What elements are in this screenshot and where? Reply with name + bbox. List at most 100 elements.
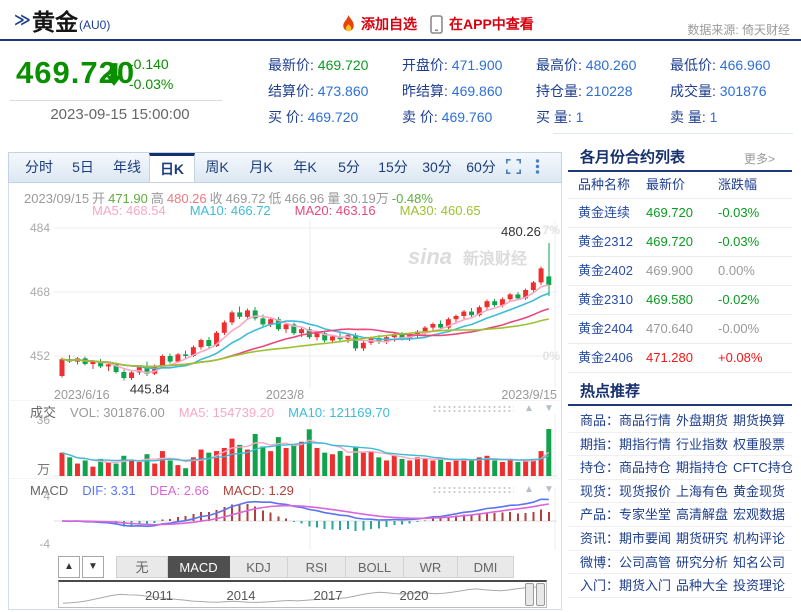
volume-pane-header: 成交 VOL: 301876.00 MA5: 154739.20 MA10: 1211… [30, 402, 404, 421]
chart-tab-10[interactable]: 60分 [466, 159, 496, 175]
hotspot-link-4-2[interactable]: 宏观数据 [733, 507, 786, 523]
hotspot-link-0-0[interactable]: 商品行情 [619, 413, 672, 428]
quote-field-8: 买 价: 469.720 [268, 107, 358, 127]
fullscreen-icon[interactable] [505, 158, 522, 179]
chart-tab-4[interactable]: 周K [205, 159, 229, 175]
contract-row-2[interactable]: 黄金2402 469.900 0.00% [568, 257, 792, 286]
hotspot-link-3-2[interactable]: 黄金现货 [733, 483, 786, 499]
contract-name[interactable]: 黄金2310 [578, 292, 633, 307]
quote-field-label: 卖 价: [402, 109, 442, 125]
timeline-handle-right[interactable] [536, 583, 545, 606]
contract-row-5[interactable]: 黄金2406 471.280 +0.08% [568, 344, 792, 373]
quote-divider [10, 100, 222, 101]
macd-chart[interactable]: 4 -4 [8, 477, 562, 559]
volume-pane-drag-handle[interactable] [432, 405, 514, 413]
hotspot-link-6-2[interactable]: 知名公司 [733, 554, 786, 570]
contracts-header-1: 最新价 [646, 177, 686, 192]
quote-field-label: 昨结算: [402, 83, 452, 99]
macd-pane-drag-handle[interactable] [432, 486, 514, 494]
contract-name[interactable]: 黄金2404 [578, 321, 633, 336]
hotspot-category-label: 微博： [580, 554, 620, 570]
contract-name[interactable]: 黄金2406 [578, 350, 633, 365]
indicator-tab-rsi[interactable]: RSI [288, 556, 346, 578]
hotspot-link-0-1[interactable]: 外盘期货 [676, 413, 729, 428]
indicator-tab-boll[interactable]: BOLL [346, 556, 404, 578]
contract-name[interactable]: 黄金2402 [578, 263, 633, 278]
contracts-header-2: 涨跌幅 [718, 177, 758, 192]
contract-name[interactable]: 黄金连续 [578, 205, 631, 220]
quote-field-value: 471.900 [451, 57, 503, 73]
hotspots-section: 热点推荐 商品：商品行情 外盘期货 期货换算 期指：期指行情 行业指数 权重股票 持仓：商品… [568, 376, 792, 612]
hotspot-link-5-0[interactable]: 期市要闻 [619, 530, 672, 546]
hotspot-link-1-0[interactable]: 期指行情 [619, 436, 672, 452]
indicator-tab-kdj[interactable]: KDJ [230, 556, 288, 578]
indicator-tab-无[interactable]: 无 [116, 556, 168, 578]
page-title: 黄金 [32, 9, 78, 35]
timeline-handle-left[interactable] [525, 583, 534, 606]
text-segment-1: 开 [92, 191, 106, 206]
chart-tab-3[interactable]: 日K [149, 153, 195, 182]
quote-field-label: 卖 量: [670, 109, 710, 125]
hotspot-link-4-1[interactable]: 高清解盘 [676, 507, 729, 523]
quote-field-value: 469.720 [317, 57, 369, 73]
indicator-tab-macd[interactable]: MACD [168, 556, 230, 578]
hotspot-link-7-0[interactable]: 期货入门 [619, 578, 672, 594]
hotspot-link-2-0[interactable]: 商品持仓 [619, 460, 672, 476]
volume-chart[interactable]: 36 万 [8, 399, 562, 483]
chart-tab-9[interactable]: 30分 [422, 159, 452, 175]
volume-pane-up-arrow[interactable]: ▲ [524, 403, 534, 414]
hotspot-link-2-1[interactable]: 期指持仓 [676, 460, 729, 476]
hotspot-link-6-1[interactable]: 研究分析 [676, 554, 729, 570]
svg-text:-4: -4 [39, 537, 50, 551]
text-segment-2: MA20: 463.16 [294, 203, 376, 218]
contract-row-4[interactable]: 黄金2404 470.640 -0.00% [568, 315, 792, 344]
hotspot-link-5-2[interactable]: 机构评论 [733, 530, 786, 546]
hotspot-link-6-0[interactable]: 公司高管 [619, 554, 672, 570]
hotspot-link-4-0[interactable]: 专家坐堂 [619, 507, 672, 523]
timeline-year-2011: 2011 [145, 588, 173, 603]
hotspot-row-0: 商品：商品行情 外盘期货 期货换算 [568, 409, 792, 433]
chart-tab-0[interactable]: 分时 [25, 159, 53, 175]
add-watchlist-button[interactable]: 添加自选 [361, 16, 417, 32]
svg-text:新浪财经: 新浪财经 [463, 249, 527, 268]
chart-tab-2[interactable]: 年线 [113, 159, 141, 175]
quote-field-label: 买 量: [536, 109, 576, 125]
macd-pane-down-arrow[interactable]: ▼ [544, 484, 554, 495]
indicator-tabbar: 无 MACD KDJ RSI BOLL WR DMI [116, 556, 514, 578]
hotspot-link-1-2[interactable]: 权重股票 [733, 436, 786, 452]
contract-row-1[interactable]: 黄金2312 469.720 -0.03% [568, 228, 792, 257]
text-segment-9: 量 [327, 191, 341, 206]
hotspot-link-3-0[interactable]: 现货报价 [619, 483, 672, 499]
indicator-tab-wr[interactable]: WR [404, 556, 458, 578]
hotspot-link-5-1[interactable]: 期货研究 [676, 530, 729, 546]
indicator-up-button[interactable]: ▲ [58, 556, 80, 578]
hotspot-link-0-2[interactable]: 期货换算 [733, 413, 786, 428]
chart-tab-7[interactable]: 5分 [338, 159, 360, 175]
indicator-down-button[interactable]: ▼ [82, 556, 104, 578]
volume-pane-down-arrow[interactable]: ▼ [544, 403, 554, 414]
macd-pane-up-arrow[interactable]: ▲ [524, 484, 534, 495]
contract-name[interactable]: 黄金2312 [578, 234, 633, 249]
chart-tab-5[interactable]: 月K [249, 159, 273, 175]
contract-pct: +0.08% [718, 350, 763, 365]
hotspot-link-3-1[interactable]: 上海有色 [676, 483, 729, 499]
contract-row-0[interactable]: 黄金连续 469.720 -0.03% [568, 199, 792, 228]
contracts-header-row: 品种名称 最新价 涨跌幅 [568, 172, 792, 199]
text-segment-0: MA5: 468.54 [92, 203, 166, 218]
history-timeline-slider[interactable]: 2011 2014 2017 2020 [58, 580, 547, 608]
hotspot-link-1-1[interactable]: 行业指数 [676, 436, 729, 452]
price-change-pct: -0.03% [129, 76, 174, 92]
chart-tab-6[interactable]: 年K [293, 159, 317, 175]
hotspot-link-2-2[interactable]: CFTC持仓 [733, 460, 792, 476]
contract-row-3[interactable]: 黄金2310 469.580 -0.02% [568, 286, 792, 315]
hotspot-link-7-1[interactable]: 品种大全 [676, 578, 729, 594]
chart-tab-1[interactable]: 5日 [72, 159, 94, 175]
more-options-dots-icon[interactable] [535, 159, 540, 179]
chart-tab-8[interactable]: 15分 [378, 159, 408, 175]
hotspot-link-7-2[interactable]: 投资理论 [733, 578, 786, 594]
contracts-more-link[interactable]: 更多> [744, 152, 776, 166]
view-in-app-link[interactable]: 在APP中查看 [449, 16, 534, 32]
indicator-tab-dmi[interactable]: DMI [458, 556, 514, 578]
kline-main-chart[interactable]: 484 468 452 7% 0% sina 新浪财经 445.84 480.26 2023/6/… [8, 212, 562, 407]
